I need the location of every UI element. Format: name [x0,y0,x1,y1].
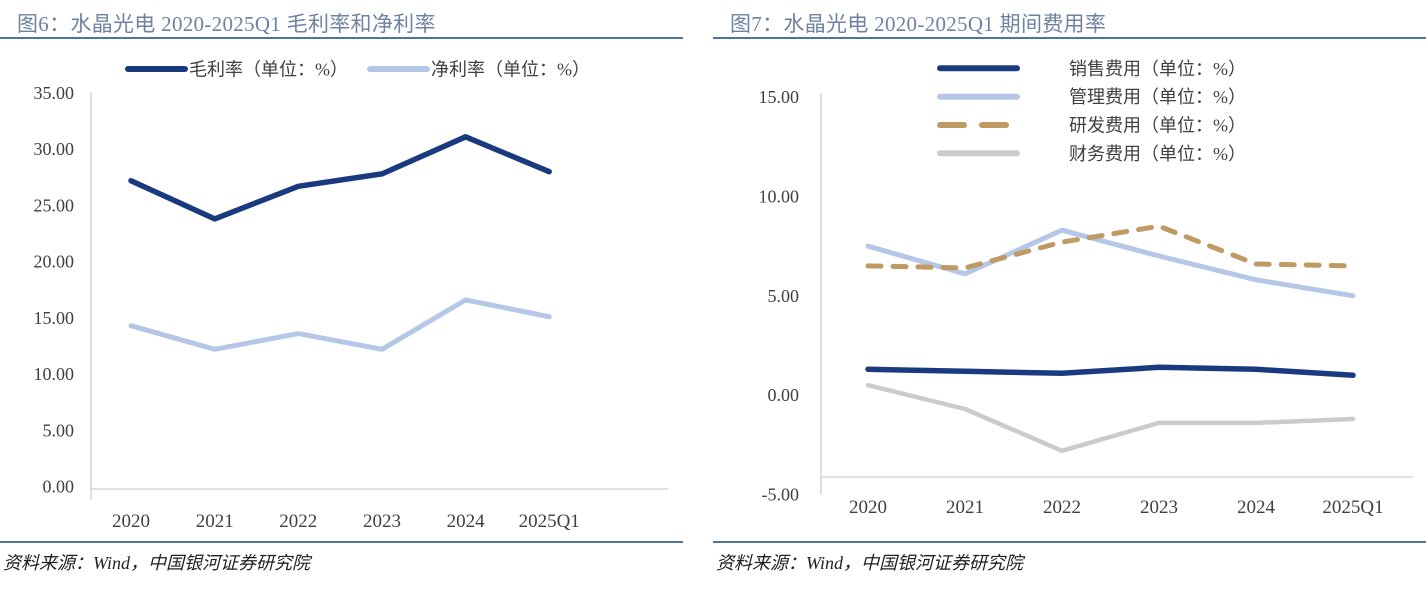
figure-6-chart: 0.00 5.00 10.00 15.00 20.00 25.00 30.00 35.00 20… [34,60,668,532]
x-tick-label: 2020 [112,511,150,532]
figure-7-title-rule [713,37,1426,39]
x-tick-label: 2022 [279,511,317,532]
legend-label-3: 财务费用（单位：%） [1069,144,1246,164]
y-tick-label: 10.00 [34,364,75,384]
y-tick-label: 25.00 [34,195,75,215]
figure-6-source-rule [0,541,683,543]
x-tick-label: 2023 [1140,497,1178,518]
figure-7-chart: -5.00 0.00 5.00 10.00 15.00 2020 2021 2022 2023 2… [759,59,1413,518]
figure-7-title: 图7：水晶光电 2020-2025Q1 期间费用率 [730,12,1107,36]
y-tick-label: 5.00 [768,286,800,306]
x-tick-label: 2024 [1237,497,1276,518]
y-tick-label: 15.00 [34,308,75,328]
figure-6-title-rule [0,37,683,39]
y-tick-label: 10.00 [759,186,800,206]
y-tick-label: 5.00 [43,420,75,440]
y-tick-label: 20.00 [34,252,75,272]
x-tick-label: 2023 [363,511,401,532]
y-tick-label: 0.00 [43,477,75,497]
series-line-1 [128,297,552,352]
x-tick-label: 2021 [196,511,234,532]
legend-label-1: 净利率（单位：%） [431,60,590,80]
x-tick-label: 2020 [849,497,887,518]
x-tick-label: 2025Q1 [1322,497,1383,518]
x-tick-label: 2021 [946,497,984,518]
series-line-2 [865,223,1356,271]
y-tick-label: 15.00 [759,87,800,107]
series-line-0 [128,134,552,222]
figure-7-source-rule [713,541,1426,543]
x-tick-label: 2025Q1 [519,511,580,532]
legend-label-0: 毛利率（单位：%） [189,60,348,80]
figure-6-source: 资料来源：Wind，中国银河证券研究院 [3,553,311,573]
x-tick-label: 2022 [1043,497,1081,518]
legend-label-1: 管理费用（单位：%） [1069,87,1246,107]
x-tick-label: 2024 [447,511,486,532]
y-tick-label: 30.00 [34,139,75,159]
legend-label-0: 销售费用（单位：%） [1069,59,1246,79]
series-line-0 [865,364,1356,379]
y-tick-label: -5.00 [762,485,800,505]
figure-6: 图6：水晶光电 2020-2025Q1 毛利率和净利率 0.00 5.00 10.0… [0,0,683,589]
figure-7: 图7：水晶光电 2020-2025Q1 期间费用率 -5.00 0.00 5.00 1… [713,0,1426,589]
series-line-3 [865,382,1356,454]
y-tick-label: 0.00 [768,385,800,405]
figure-7-source: 资料来源：Wind，中国银河证券研究院 [716,553,1024,573]
figure-6-title: 图6：水晶光电 2020-2025Q1 毛利率和净利率 [17,12,436,36]
legend-label-2: 研发费用（单位：%） [1069,116,1246,136]
y-tick-label: 35.00 [34,83,75,103]
